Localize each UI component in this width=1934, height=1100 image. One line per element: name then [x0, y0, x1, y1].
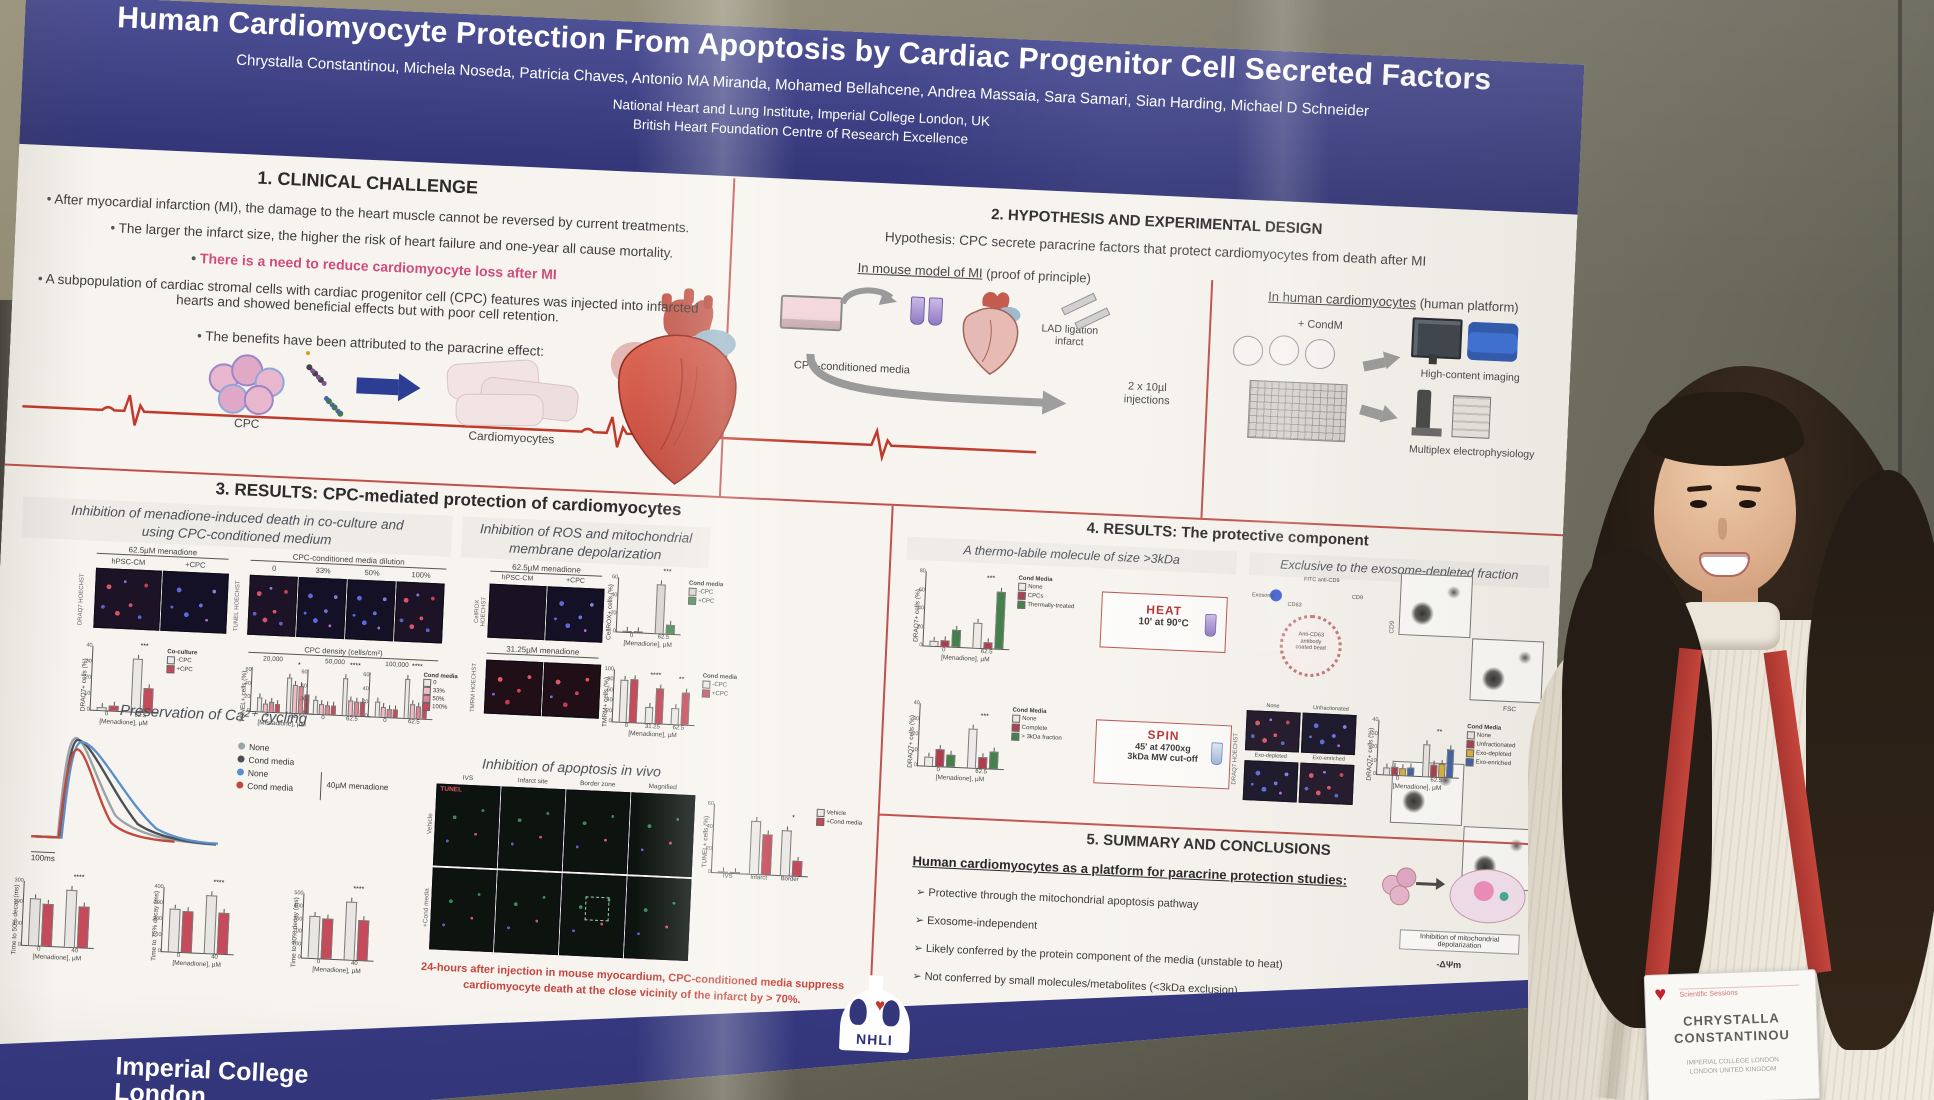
research-poster: Human Cardiomyocyte Protection From Apop…	[0, 0, 1584, 1100]
smile	[1699, 552, 1750, 577]
injection-arrow	[798, 348, 1080, 417]
eye	[1690, 500, 1707, 508]
nose	[1718, 518, 1727, 540]
eye	[1739, 500, 1756, 508]
badge-org-2: LONDON UNITED KINGDOM	[1689, 1065, 1777, 1076]
badge-name: CHRYSTALLA CONSTANTINOU	[1646, 1008, 1817, 1048]
mouse-heart-icon	[948, 284, 1030, 379]
badge-name-1: CHRYSTALLA	[1682, 1010, 1780, 1029]
hair-strand-left	[1562, 548, 1712, 1028]
badge-event: Scientific Sessions	[1679, 984, 1800, 999]
calcium-transient-traces	[22, 721, 228, 862]
aha-heart-icon: ♥	[1654, 983, 1667, 1006]
hair-fringe	[1644, 392, 1804, 466]
badge-org: IMPERIAL COLLEGE LONDON LONDON UNITED KIN…	[1648, 1054, 1819, 1078]
badge-name-2: CONSTANTINOU	[1673, 1026, 1791, 1047]
media-transfer-arrow	[838, 281, 903, 318]
conference-badge: ♥ Scientific Sessions CHRYSTALLA CONSTANT…	[1643, 969, 1821, 1100]
